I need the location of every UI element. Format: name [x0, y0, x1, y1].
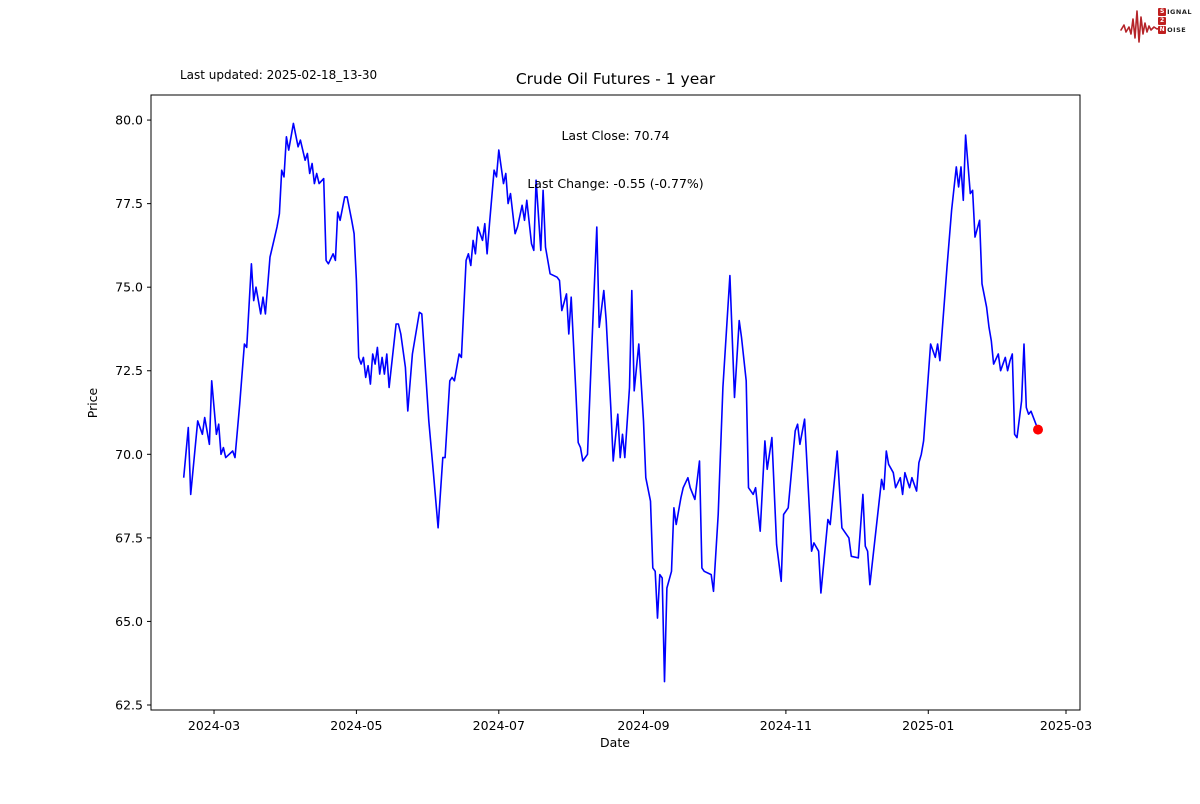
y-tick-label: 67.5: [115, 530, 143, 545]
x-axis-ticks: 2024-03 2024-05 2024-07 2024-09 2024-11 2025-…: [188, 710, 1092, 733]
y-tick-label: 72.5: [115, 363, 143, 378]
y-tick-label: 70.0: [115, 447, 143, 462]
logo-letter-2: 2: [1158, 17, 1167, 25]
y-axis-label: Price: [85, 387, 100, 418]
y-axis-ticks: 62.5 65.0 67.5 70.0 72.5 75.0 77.5 80.0: [115, 113, 151, 712]
y-tick-label: 62.5: [115, 697, 143, 712]
y-tick-label: 77.5: [115, 196, 143, 211]
price-line: [182, 122, 1039, 683]
y-tick-label: 75.0: [115, 280, 143, 295]
x-tick-label: 2024-05: [330, 718, 382, 733]
last-price-dot: [1033, 424, 1043, 435]
last-close-text: Last Close: 70.74: [561, 128, 670, 143]
x-tick-label: 2024-11: [760, 718, 812, 733]
y-tick-label: 65.0: [115, 614, 143, 629]
logo-word-signal: S IGNAL: [1158, 8, 1192, 16]
logo-word-2: 2: [1158, 17, 1192, 25]
last-change-text: Last Change: -0.55 (-0.77%): [527, 176, 704, 191]
heartbeat-waveform-icon: [1120, 10, 1161, 43]
x-tick-label: 2025-01: [902, 718, 954, 733]
logo-letter-s: S: [1158, 8, 1167, 16]
y-tick-label: 80.0: [115, 113, 143, 128]
logo-word-noise: N OISE: [1158, 26, 1187, 34]
x-tick-label: 2024-07: [473, 718, 525, 733]
last-updated-text: Last updated: 2025-02-18_13-30: [180, 68, 378, 82]
x-axis-label: Date: [600, 735, 630, 750]
x-tick-label: 2024-09: [617, 718, 669, 733]
brand-logo: S IGNAL 2 N OISE: [1120, 5, 1192, 47]
axes-border: [150, 94, 1081, 711]
chart-subtitle: Last Close: 70.74 Last Change: -0.55 (-0…: [151, 96, 1080, 224]
chart-title: Crude Oil Futures - 1 year: [515, 70, 716, 88]
x-tick-label: 2025-03: [1040, 718, 1092, 733]
logo-wordmark: S IGNAL 2 N OISE: [1158, 8, 1192, 35]
x-tick-label: 2024-03: [188, 718, 240, 733]
logo-letter-n: N: [1158, 26, 1167, 34]
